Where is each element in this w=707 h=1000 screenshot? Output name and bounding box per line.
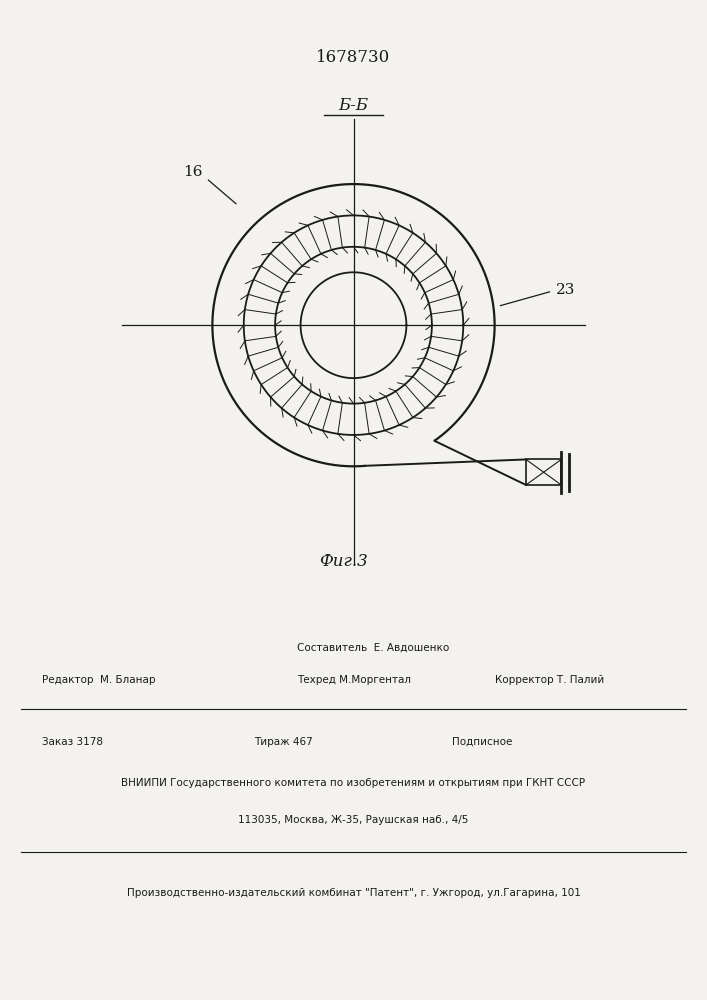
Text: Техред М.Моргентал: Техред М.Моргентал	[297, 675, 411, 685]
Text: ВНИИПИ Государственного комитета по изобретениям и открытиям при ГКНТ СССР: ВНИИПИ Государственного комитета по изоб…	[122, 778, 585, 788]
Text: 1678730: 1678730	[316, 49, 391, 66]
Text: 23: 23	[556, 283, 575, 297]
Text: Корректор Т. Палий: Корректор Т. Палий	[495, 675, 604, 685]
Text: Тираж 467: Тираж 467	[255, 737, 313, 747]
Text: Производственно-издательский комбинат "Патент", г. Ужгород, ул.Гагарина, 101: Производственно-издательский комбинат "П…	[127, 888, 580, 898]
Text: Подписное: Подписное	[452, 737, 513, 747]
Text: 113035, Москва, Ж-35, Раушская наб., 4/5: 113035, Москва, Ж-35, Раушская наб., 4/5	[238, 815, 469, 825]
Text: 16: 16	[183, 165, 202, 179]
Text: Заказ 3178: Заказ 3178	[42, 737, 103, 747]
Bar	[526, 459, 561, 485]
Text: Составитель  Е. Авдошенко: Составитель Е. Авдошенко	[297, 642, 449, 652]
Text: Редактор  М. Бланар: Редактор М. Бланар	[42, 675, 156, 685]
Text: Б-Б: Б-Б	[339, 97, 368, 114]
Text: Фиг.3: Фиг.3	[320, 553, 368, 570]
